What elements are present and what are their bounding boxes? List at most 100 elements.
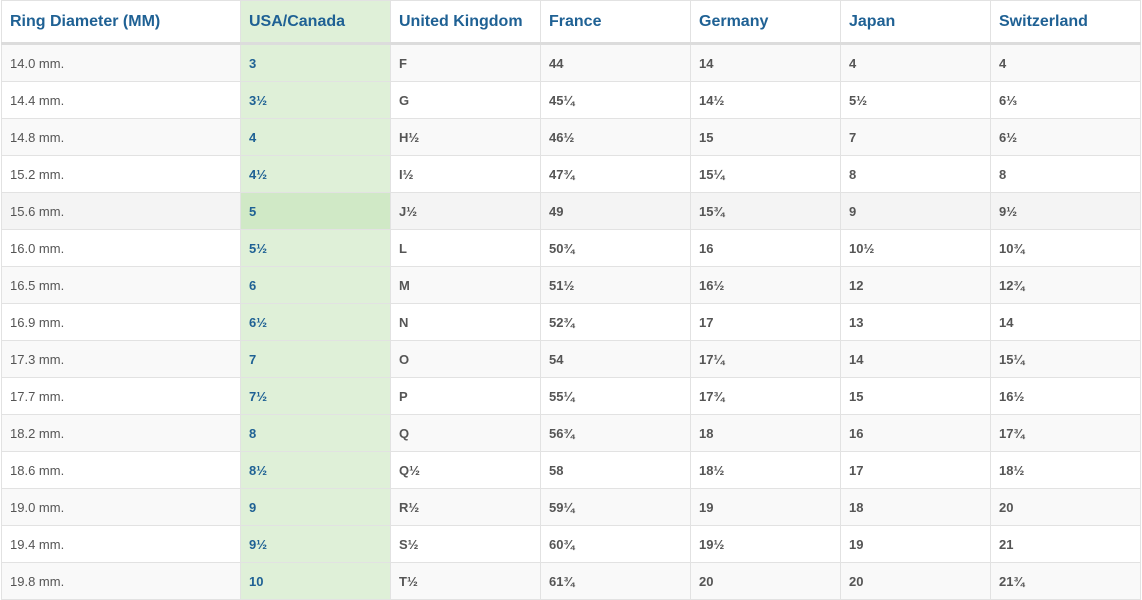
cell-uk: R½ [390,488,541,526]
cell-usa-canada: 10 [240,562,391,600]
cell-uk: M [390,266,541,304]
table-body: 14.0 mm. 3 F 44 14 4 4 14.4 mm. 3½ G 45¼ 14½ 5½ 6⅓ 14.… [1,43,1141,600]
table-row: 19.8 mm. 10 T½ 61¾ 20 20 21¾ [1,562,1141,600]
cell-uk: J½ [390,192,541,230]
cell-france: 50¾ [540,229,691,267]
cell-japan: 5½ [840,81,991,119]
cell-japan: 8 [840,155,991,193]
cell-uk: P [390,377,541,415]
cell-germany: 15 [690,118,841,156]
cell-japan: 20 [840,562,991,600]
header-france: France [540,0,691,45]
cell-switzerland: 6⅓ [990,81,1141,119]
cell-usa-canada: 4 [240,118,391,156]
cell-germany: 18 [690,414,841,452]
cell-france: 58 [540,451,691,489]
cell-germany: 15¼ [690,155,841,193]
table-row: 16.0 mm. 5½ L 50¾ 16 10½ 10¾ [1,229,1141,267]
cell-japan: 7 [840,118,991,156]
header-germany: Germany [690,0,841,45]
cell-japan: 12 [840,266,991,304]
table-row: 17.3 mm. 7 O 54 17¼ 14 15¼ [1,340,1141,378]
cell-france: 61¾ [540,562,691,600]
cell-japan: 14 [840,340,991,378]
cell-germany: 16 [690,229,841,267]
cell-germany: 19 [690,488,841,526]
cell-usa-canada: 3½ [240,81,391,119]
cell-usa-canada: 8½ [240,451,391,489]
cell-diameter: 19.8 mm. [1,562,241,600]
header-united-kingdom: United Kingdom [390,0,541,45]
cell-germany: 19½ [690,525,841,563]
cell-germany: 14 [690,43,841,82]
table-row: 19.4 mm. 9½ S½ 60¾ 19½ 19 21 [1,525,1141,563]
header-ring-diameter: Ring Diameter (MM) [1,0,241,45]
cell-uk: T½ [390,562,541,600]
cell-uk: F [390,43,541,82]
cell-diameter: 16.5 mm. [1,266,241,304]
cell-usa-canada: 5 [240,192,391,230]
table-row: 19.0 mm. 9 R½ 59¼ 19 18 20 [1,488,1141,526]
cell-uk: G [390,81,541,119]
cell-germany: 14½ [690,81,841,119]
cell-switzerland: 20 [990,488,1141,526]
cell-diameter: 14.8 mm. [1,118,241,156]
cell-diameter: 15.2 mm. [1,155,241,193]
cell-diameter: 15.6 mm. [1,192,241,230]
cell-france: 54 [540,340,691,378]
cell-japan: 19 [840,525,991,563]
cell-switzerland: 21¾ [990,562,1141,600]
cell-uk: H½ [390,118,541,156]
cell-diameter: 17.7 mm. [1,377,241,415]
cell-germany: 15¾ [690,192,841,230]
cell-france: 52¾ [540,303,691,341]
cell-switzerland: 21 [990,525,1141,563]
cell-france: 59¼ [540,488,691,526]
cell-switzerland: 6½ [990,118,1141,156]
cell-diameter: 18.2 mm. [1,414,241,452]
cell-france: 49 [540,192,691,230]
cell-france: 55¼ [540,377,691,415]
header-usa-canada: USA/Canada [240,0,391,45]
table-row: 16.5 mm. 6 M 51½ 16½ 12 12¾ [1,266,1141,304]
cell-diameter: 14.4 mm. [1,81,241,119]
cell-switzerland: 17¾ [990,414,1141,452]
cell-usa-canada: 9½ [240,525,391,563]
cell-france: 47¾ [540,155,691,193]
cell-france: 46½ [540,118,691,156]
cell-uk: I½ [390,155,541,193]
cell-switzerland: 18½ [990,451,1141,489]
cell-switzerland: 9½ [990,192,1141,230]
cell-germany: 16½ [690,266,841,304]
cell-diameter: 18.6 mm. [1,451,241,489]
table-row: 18.6 mm. 8½ Q½ 58 18½ 17 18½ [1,451,1141,489]
cell-switzerland: 15¼ [990,340,1141,378]
header-japan: Japan [840,0,991,45]
cell-japan: 13 [840,303,991,341]
cell-usa-canada: 4½ [240,155,391,193]
cell-japan: 10½ [840,229,991,267]
table-row: 15.2 mm. 4½ I½ 47¾ 15¼ 8 8 [1,155,1141,193]
header-row: Ring Diameter (MM) USA/Canada United Kin… [1,0,1141,45]
cell-usa-canada: 6½ [240,303,391,341]
cell-switzerland: 14 [990,303,1141,341]
cell-germany: 17¾ [690,377,841,415]
table-row: 14.0 mm. 3 F 44 14 4 4 [1,43,1141,82]
cell-japan: 9 [840,192,991,230]
cell-uk: L [390,229,541,267]
cell-switzerland: 16½ [990,377,1141,415]
table-row: 15.6 mm. 5 J½ 49 15¾ 9 9½ [1,192,1141,230]
cell-france: 51½ [540,266,691,304]
table-row: 17.7 mm. 7½ P 55¼ 17¾ 15 16½ [1,377,1141,415]
cell-diameter: 19.4 mm. [1,525,241,563]
cell-diameter: 14.0 mm. [1,43,241,82]
cell-usa-canada: 9 [240,488,391,526]
cell-japan: 4 [840,43,991,82]
cell-uk: Q½ [390,451,541,489]
table-row: 14.4 mm. 3½ G 45¼ 14½ 5½ 6⅓ [1,81,1141,119]
cell-usa-canada: 5½ [240,229,391,267]
cell-diameter: 17.3 mm. [1,340,241,378]
cell-uk: Q [390,414,541,452]
cell-germany: 17 [690,303,841,341]
